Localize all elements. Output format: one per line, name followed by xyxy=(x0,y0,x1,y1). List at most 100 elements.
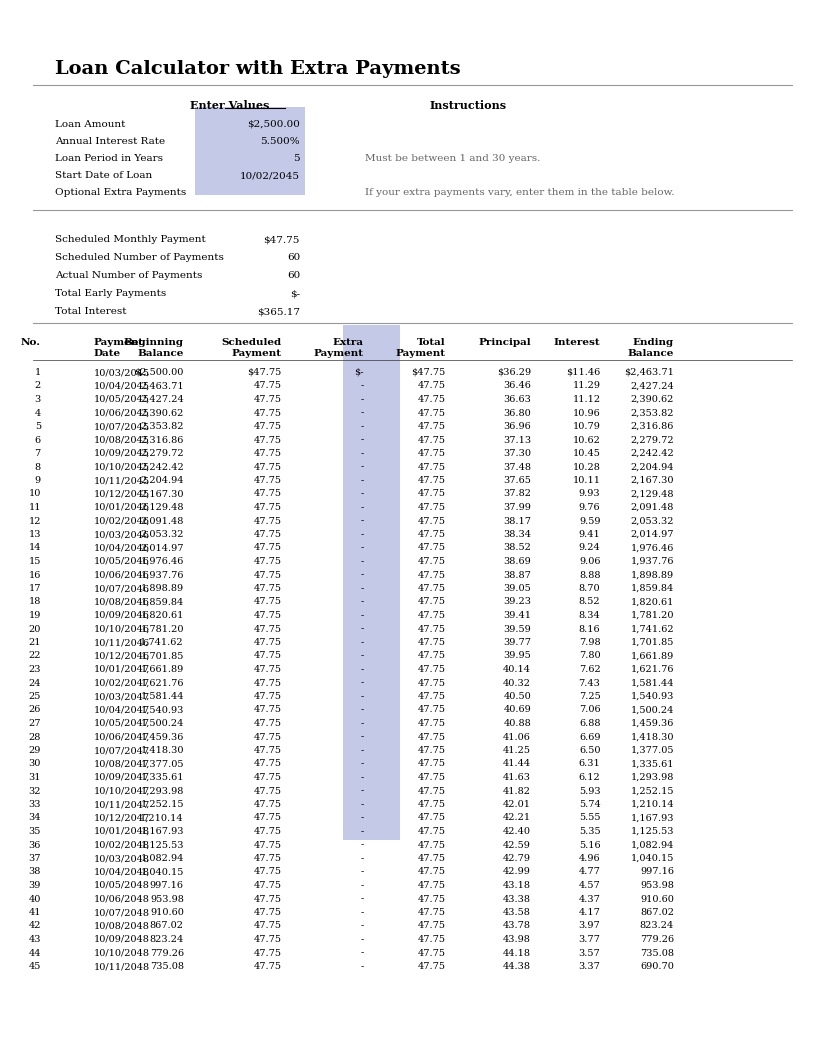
Text: 28: 28 xyxy=(29,733,41,742)
Text: 47.75: 47.75 xyxy=(417,435,445,445)
Text: 1,500.24: 1,500.24 xyxy=(631,705,674,715)
Text: 47.75: 47.75 xyxy=(417,948,445,958)
Text: 47.75: 47.75 xyxy=(254,760,282,768)
Text: 42.79: 42.79 xyxy=(503,854,531,863)
Text: 6.50: 6.50 xyxy=(579,746,600,755)
Text: 7.62: 7.62 xyxy=(578,665,600,674)
Text: 2,014.97: 2,014.97 xyxy=(631,530,674,539)
Text: 47.75: 47.75 xyxy=(417,935,445,944)
Text: -: - xyxy=(360,948,364,958)
Text: 2,316.86: 2,316.86 xyxy=(631,422,674,431)
Text: 4.37: 4.37 xyxy=(578,894,600,904)
Text: 36.63: 36.63 xyxy=(503,395,531,404)
Text: 47.75: 47.75 xyxy=(254,948,282,958)
Text: 47.75: 47.75 xyxy=(417,517,445,525)
Text: 953.98: 953.98 xyxy=(641,880,674,890)
Text: 47.75: 47.75 xyxy=(254,503,282,512)
Text: 735.08: 735.08 xyxy=(150,962,184,971)
Text: 10/01/2046: 10/01/2046 xyxy=(94,503,150,512)
Text: -: - xyxy=(360,597,364,607)
Text: -: - xyxy=(360,773,364,782)
Text: 47.75: 47.75 xyxy=(254,854,282,863)
Text: 36: 36 xyxy=(29,840,41,850)
Text: 47.75: 47.75 xyxy=(417,597,445,607)
Text: 2,242.42: 2,242.42 xyxy=(140,463,184,471)
Text: $-: $- xyxy=(354,368,364,377)
Text: 1,581.44: 1,581.44 xyxy=(141,692,184,701)
Text: 47.75: 47.75 xyxy=(254,382,282,390)
Text: 9.06: 9.06 xyxy=(579,557,600,565)
Text: 47.75: 47.75 xyxy=(417,476,445,485)
Text: 47.75: 47.75 xyxy=(254,908,282,917)
Text: 47.75: 47.75 xyxy=(417,585,445,593)
Text: 47.75: 47.75 xyxy=(417,894,445,904)
Text: 8.52: 8.52 xyxy=(579,597,600,607)
Text: 47.75: 47.75 xyxy=(417,665,445,674)
Text: 10/12/2046: 10/12/2046 xyxy=(94,651,150,661)
Text: 47.75: 47.75 xyxy=(417,922,445,930)
Text: 42.99: 42.99 xyxy=(503,868,531,876)
Text: 10/05/2046: 10/05/2046 xyxy=(94,557,150,565)
Text: 3.37: 3.37 xyxy=(578,962,600,971)
Text: 47.75: 47.75 xyxy=(254,746,282,755)
Text: 11.12: 11.12 xyxy=(573,395,600,404)
Text: 47.75: 47.75 xyxy=(417,705,445,715)
Text: 44.18: 44.18 xyxy=(503,948,531,958)
Text: 2,167.30: 2,167.30 xyxy=(141,489,184,499)
Text: 10/10/2045: 10/10/2045 xyxy=(94,463,150,471)
Text: 41.44: 41.44 xyxy=(503,760,531,768)
Text: 47.75: 47.75 xyxy=(417,880,445,890)
Text: 47.75: 47.75 xyxy=(254,476,282,485)
Text: 47.75: 47.75 xyxy=(417,557,445,565)
Text: 1,418.30: 1,418.30 xyxy=(141,746,184,755)
Text: 47.75: 47.75 xyxy=(417,908,445,917)
Text: 1,459.36: 1,459.36 xyxy=(141,733,184,742)
Text: 1,293.98: 1,293.98 xyxy=(141,786,184,796)
Text: 41.06: 41.06 xyxy=(503,733,531,742)
Text: 15: 15 xyxy=(29,557,41,565)
Text: 60: 60 xyxy=(287,253,300,262)
Text: 5: 5 xyxy=(35,422,41,431)
Text: 9.59: 9.59 xyxy=(579,517,600,525)
Text: Loan Calculator with Extra Payments: Loan Calculator with Extra Payments xyxy=(55,60,461,78)
Text: Optional Extra Payments: Optional Extra Payments xyxy=(55,188,186,197)
Text: 1,335.61: 1,335.61 xyxy=(631,760,674,768)
Text: Payment: Payment xyxy=(94,338,144,347)
Text: 1,459.36: 1,459.36 xyxy=(631,719,674,728)
Text: 1,741.62: 1,741.62 xyxy=(141,638,184,647)
Text: 10/11/2045: 10/11/2045 xyxy=(94,476,150,485)
Text: 47.75: 47.75 xyxy=(417,638,445,647)
Text: 2,316.86: 2,316.86 xyxy=(141,435,184,445)
Text: 3.97: 3.97 xyxy=(578,922,600,930)
Text: 6.31: 6.31 xyxy=(578,760,600,768)
Text: 3: 3 xyxy=(34,395,41,404)
Text: 18: 18 xyxy=(29,597,41,607)
Text: 1,781.20: 1,781.20 xyxy=(141,625,184,633)
Text: 47.75: 47.75 xyxy=(254,543,282,553)
Text: -: - xyxy=(360,868,364,876)
Text: 41.82: 41.82 xyxy=(503,786,531,796)
Text: 10/09/2048: 10/09/2048 xyxy=(94,935,150,944)
Text: Payment: Payment xyxy=(232,349,282,358)
Text: -: - xyxy=(360,585,364,593)
Text: Payment: Payment xyxy=(395,349,445,358)
Text: 47.75: 47.75 xyxy=(254,435,282,445)
Text: -: - xyxy=(360,800,364,809)
Text: -: - xyxy=(360,827,364,836)
Text: -: - xyxy=(360,395,364,404)
Text: 10/07/2045: 10/07/2045 xyxy=(94,422,150,431)
Text: 7.98: 7.98 xyxy=(579,638,600,647)
Text: $365.17: $365.17 xyxy=(257,307,300,316)
Text: 1,125.53: 1,125.53 xyxy=(631,827,674,836)
Text: 3.77: 3.77 xyxy=(578,935,600,944)
Text: Annual Interest Rate: Annual Interest Rate xyxy=(55,137,165,146)
Text: 1,418.30: 1,418.30 xyxy=(631,733,674,742)
Text: 47.75: 47.75 xyxy=(254,692,282,701)
Text: 47.75: 47.75 xyxy=(254,679,282,687)
Text: Loan Amount: Loan Amount xyxy=(55,120,125,129)
Text: $47.75: $47.75 xyxy=(248,368,282,377)
Text: 37.82: 37.82 xyxy=(503,489,531,499)
Text: 1,293.98: 1,293.98 xyxy=(631,773,674,782)
Text: 9: 9 xyxy=(35,476,41,485)
Text: 24: 24 xyxy=(29,679,41,687)
